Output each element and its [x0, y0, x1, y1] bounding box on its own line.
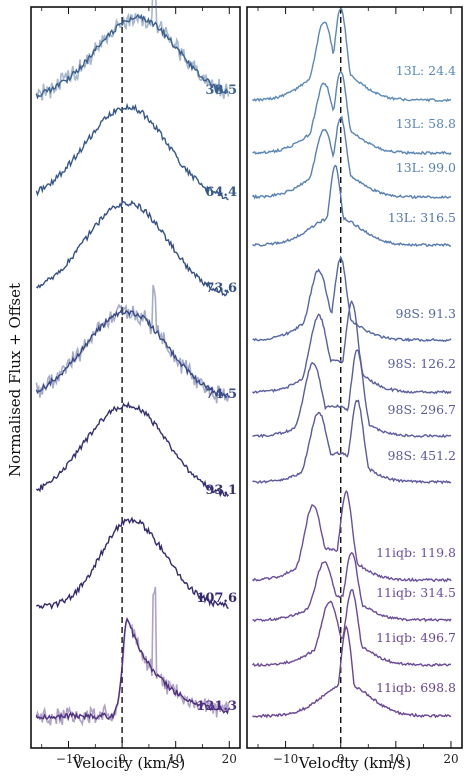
left-series-label: 93.1 — [205, 483, 237, 498]
left-frame — [30, 6, 241, 749]
right-series-line — [252, 115, 452, 200]
left-series-line — [35, 13, 229, 100]
left-series-line — [35, 401, 229, 498]
left-series-label: 121.3 — [196, 699, 237, 714]
right-x-tick-label: 0 — [337, 752, 345, 766]
left-x-tick-label: 20 — [222, 752, 237, 766]
right-series-label: 13L: 58.8 — [396, 116, 456, 131]
right-series-line — [251, 300, 452, 395]
right-series-label: 98S: 451.2 — [388, 448, 456, 463]
right-series-label: 98S: 126.2 — [388, 356, 456, 371]
right-series-line — [252, 589, 452, 667]
right-series-line — [252, 349, 452, 439]
right-series-line — [252, 71, 452, 156]
right-series-line — [252, 551, 452, 623]
left-series-label: 38.5 — [205, 83, 237, 98]
left-series-line — [35, 308, 230, 398]
left-series-line — [35, 102, 229, 201]
left-series-label: 73.6 — [205, 281, 237, 296]
right-series-line — [252, 489, 452, 583]
left-x-tick-label: 0 — [118, 752, 126, 766]
left-x-tick-label: 10 — [168, 752, 183, 766]
right-series-line — [252, 625, 452, 719]
right-series-label: 98S: 296.7 — [388, 402, 456, 417]
right-series-label: 11iqb: 698.8 — [376, 680, 456, 695]
left-series-line — [35, 616, 230, 722]
right-series-label: 13L: 99.0 — [396, 160, 456, 175]
left-series-noisy-overlay — [35, 284, 230, 404]
right-series-label: 13L: 316.5 — [388, 210, 456, 225]
right-x-tick-label: −10 — [273, 752, 298, 766]
right-series-label: 13L: 24.4 — [396, 63, 456, 78]
left-x-tick-label: −10 — [56, 752, 81, 766]
left-series-label: 107.6 — [196, 591, 237, 606]
right-x-tick-label: 10 — [388, 752, 403, 766]
right-series-line — [252, 255, 452, 343]
right-panel: −10 0 10 20 13L: 24.4 13L: 58.8 13L: 99.0 13L: … — [246, 6, 463, 766]
right-series-line — [252, 164, 452, 248]
right-series-label: 98S: 91.3 — [396, 306, 457, 321]
left-series-label: 64.4 — [205, 185, 237, 200]
y-axis-label: Normalised Flux + Offset — [6, 283, 24, 477]
right-series-label: 11iqb: 496.7 — [376, 630, 456, 645]
right-x-tick-label: 20 — [443, 752, 458, 766]
right-frame — [246, 6, 463, 749]
left-x-axis-label: Velocity (km/s) — [72, 754, 185, 772]
right-series-label: 11iqb: 314.5 — [376, 585, 456, 600]
left-series-line — [35, 516, 229, 610]
left-series-label: 74.5 — [205, 387, 237, 402]
left-series-line — [35, 199, 230, 297]
right-series-line — [252, 399, 452, 485]
left-series-noisy-overlay — [35, 0, 230, 101]
right-series-label: 11iqb: 119.8 — [376, 545, 456, 560]
right-series-line — [252, 7, 452, 103]
left-panel: −10 0 10 20 38.5 64.4 73.6 74.5 93.1 107.6 121.3 — [30, 0, 241, 766]
right-x-axis-label: Velocity (km/s) — [298, 754, 411, 772]
